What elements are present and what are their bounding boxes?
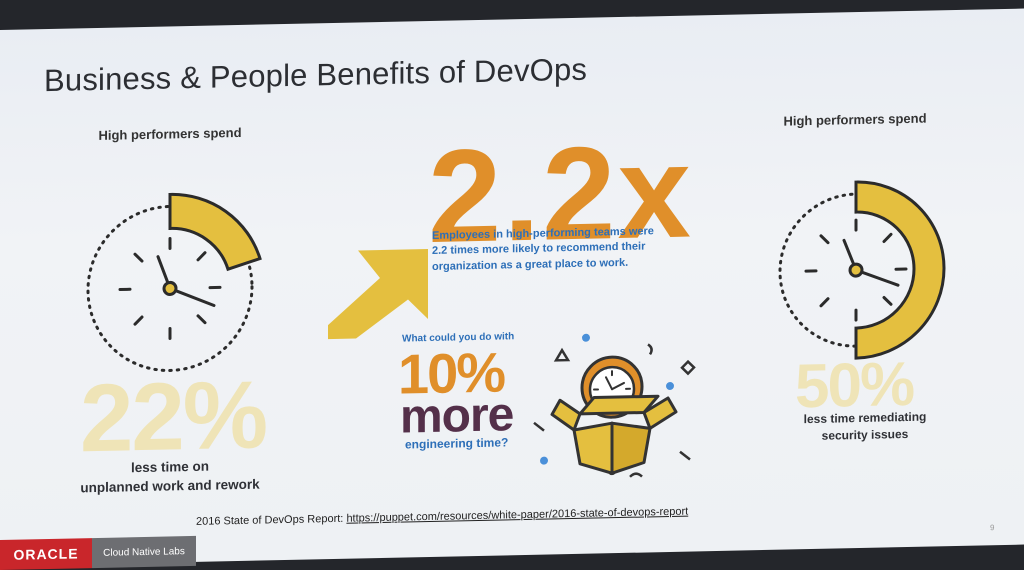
source-label: 2016 State of DevOps Report: <box>196 513 343 528</box>
oracle-logo: ORACLE <box>0 538 92 570</box>
right-caption-line2: security issues <box>770 425 960 446</box>
left-caption-line2: unplanned work and rework <box>60 475 280 498</box>
slide-title: Business & People Benefits of DevOps <box>44 52 587 99</box>
right-heading: High performers spend <box>770 110 940 129</box>
cloud-native-labs-label: Cloud Native Labs <box>92 536 196 568</box>
right-caption: less time remediating security issues <box>770 408 960 446</box>
multiplier-text: Employees in high-performing teams were … <box>432 224 692 276</box>
left-heading: High performers spend <box>90 125 250 143</box>
left-clock-fill <box>170 193 260 271</box>
left-clock-icon <box>86 192 266 376</box>
source-link[interactable]: https://puppet.com/resources/white-paper… <box>346 506 688 525</box>
source-citation: 2016 State of DevOps Report: https://pup… <box>196 506 688 528</box>
left-caption: less time on unplanned work and rework <box>60 456 280 498</box>
clock-in-box-icon <box>530 323 700 487</box>
right-clock-icon <box>778 180 958 364</box>
page-number: 9 <box>990 523 994 532</box>
slide: Business & People Benefits of DevOps Hig… <box>0 9 1024 566</box>
arrow-up-right-icon <box>328 249 428 341</box>
question-line4: engineering time? <box>405 435 508 451</box>
footer-bar: ORACLE Cloud Native Labs <box>0 536 196 570</box>
